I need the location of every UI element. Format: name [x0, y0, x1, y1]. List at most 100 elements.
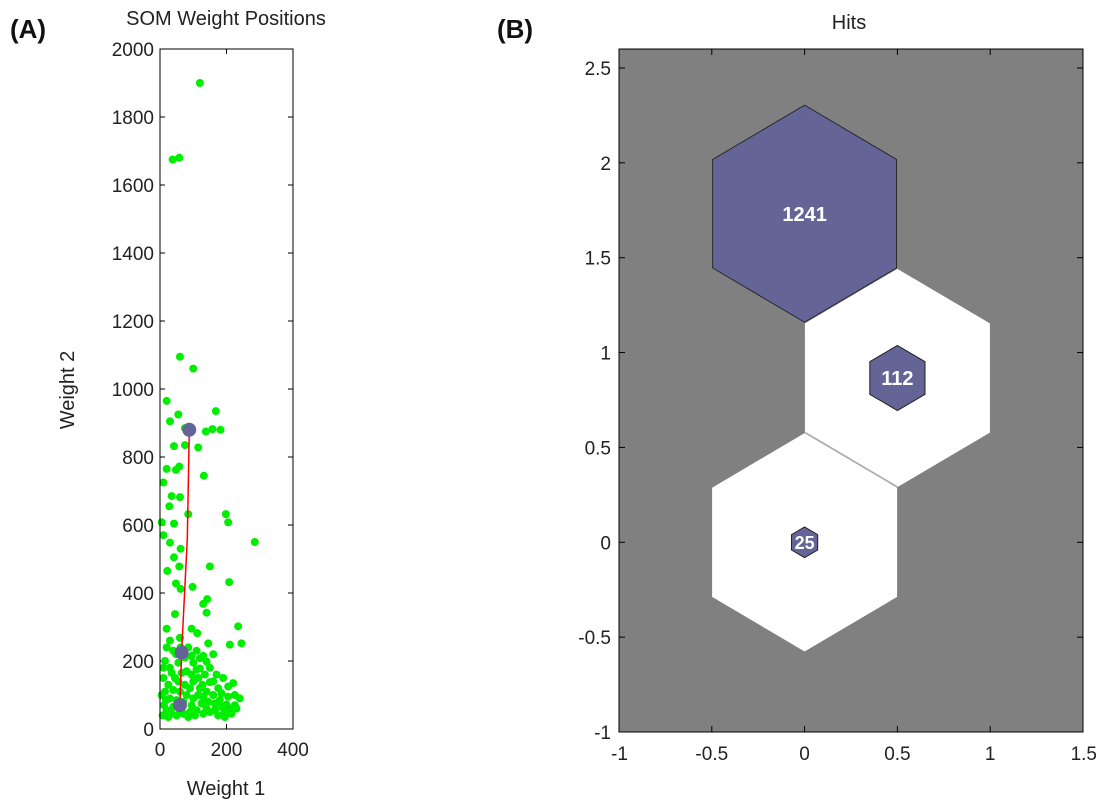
chart-a-xtick-label: 400 [277, 740, 309, 761]
chart-a-ytick-label: 1200 [112, 312, 154, 333]
data-point [175, 352, 184, 361]
data-point [167, 668, 176, 677]
chart-a-neurons [172, 422, 197, 713]
data-point [187, 670, 196, 679]
data-point [172, 711, 181, 720]
data-point [162, 396, 171, 405]
data-point [192, 665, 201, 674]
neighbor-connection-line [179, 429, 191, 706]
data-point [159, 674, 168, 682]
chart-a-xtick-label: 0 [155, 740, 166, 761]
data-point [209, 691, 218, 699]
data-point [187, 701, 196, 710]
hit-count-hexagon [869, 344, 926, 412]
chart-b-ytick-label: 0.5 [585, 438, 611, 459]
data-point [175, 562, 184, 571]
data-point [163, 566, 172, 575]
chart-a-xlabel: Weight 1 [187, 778, 266, 800]
data-point [195, 79, 204, 87]
chart-a-ytick-label: 200 [122, 652, 154, 673]
data-point [180, 680, 189, 689]
data-point [210, 699, 219, 708]
data-point [175, 462, 184, 471]
data-point [199, 651, 208, 660]
data-point [194, 691, 203, 699]
chart-b-ytick-label: -0.5 [578, 628, 611, 649]
data-point [211, 407, 220, 416]
data-point [189, 364, 198, 373]
data-point [161, 696, 170, 705]
data-point [216, 425, 225, 434]
chart-b-cells: 1241 112 25 [712, 104, 990, 652]
data-point [225, 640, 234, 649]
data-point [230, 691, 239, 699]
data-point [205, 562, 214, 571]
chart-b-ticks: -1 -0.5 0 0.5 1 1.5 2 2.5 -1 -0.5 0 0.5 1 1.5 [578, 49, 1097, 765]
data-point [212, 670, 221, 679]
chart-b-xtick-label: 0.5 [884, 744, 910, 765]
chart-b-ytick-label: 0 [600, 533, 611, 554]
data-point [187, 651, 196, 660]
chart-b-xtick-label: -1 [611, 744, 628, 765]
data-point [157, 518, 166, 527]
chart-a-ylabel: Weight 2 [57, 351, 79, 430]
chart-a-ytick-label: 1000 [112, 380, 154, 401]
data-point [200, 670, 209, 679]
chart-a-xtick-label: 200 [211, 740, 243, 761]
data-point [229, 679, 238, 688]
data-point [167, 492, 176, 501]
chart-b-xtick-label: 1 [985, 744, 996, 765]
data-point [198, 680, 207, 689]
chart-a-data-points [157, 79, 259, 722]
data-point [174, 658, 183, 667]
data-point [214, 711, 223, 720]
chart-b-xtick-label: -0.5 [695, 744, 728, 765]
data-point [165, 538, 174, 547]
data-point [250, 538, 259, 546]
data-point [169, 442, 178, 451]
data-point [205, 708, 214, 716]
hit-count-label: 1241 [782, 204, 827, 226]
chart-b-ytick-label: 1 [600, 344, 611, 365]
data-point [162, 643, 171, 652]
chart-a-ytick-label: 1400 [112, 244, 154, 265]
hits-chart: Hits 1241 112 25 -1 -0.5 0 0.5 1 1.5 2 2.5 -1 -0.5 0… [578, 12, 1097, 765]
chart-b-ytick-label: 2.5 [585, 59, 611, 80]
chart-b-ytick-label: 1.5 [585, 249, 611, 270]
data-point [165, 636, 174, 645]
chart-a-ytick-label: 800 [122, 448, 154, 469]
chart-b-xtick-label: 0 [799, 744, 810, 765]
panel-label-b: (B) [497, 14, 533, 44]
data-point [193, 629, 202, 638]
data-point [205, 663, 214, 672]
chart-a-ytick-label: 400 [122, 584, 154, 605]
data-point [199, 709, 208, 718]
panel-label-a: (A) [10, 14, 46, 44]
data-point [219, 674, 228, 682]
data-point [169, 553, 178, 562]
hit-count-label: 112 [881, 368, 913, 390]
data-point [208, 425, 217, 434]
chart-a-ytick-label: 0 [143, 720, 154, 741]
data-point [192, 646, 201, 655]
data-point [225, 578, 234, 587]
data-point [184, 713, 193, 722]
data-point [188, 582, 197, 591]
data-point [168, 155, 177, 164]
data-point [202, 657, 211, 666]
neuron-weight-point [172, 698, 187, 713]
data-point [164, 680, 173, 689]
data-point [232, 704, 241, 713]
data-point [165, 417, 174, 426]
data-point [220, 713, 229, 722]
chart-b-ytick-label: 2 [600, 154, 611, 175]
data-point [225, 704, 234, 713]
hit-count-label: 25 [795, 533, 815, 553]
hit-count-hexagon [791, 526, 819, 559]
data-point [162, 464, 171, 473]
data-point [217, 689, 226, 698]
chart-b-ytick-label: -1 [594, 723, 611, 744]
chart-b-title: Hits [832, 12, 866, 34]
data-point [234, 622, 243, 631]
